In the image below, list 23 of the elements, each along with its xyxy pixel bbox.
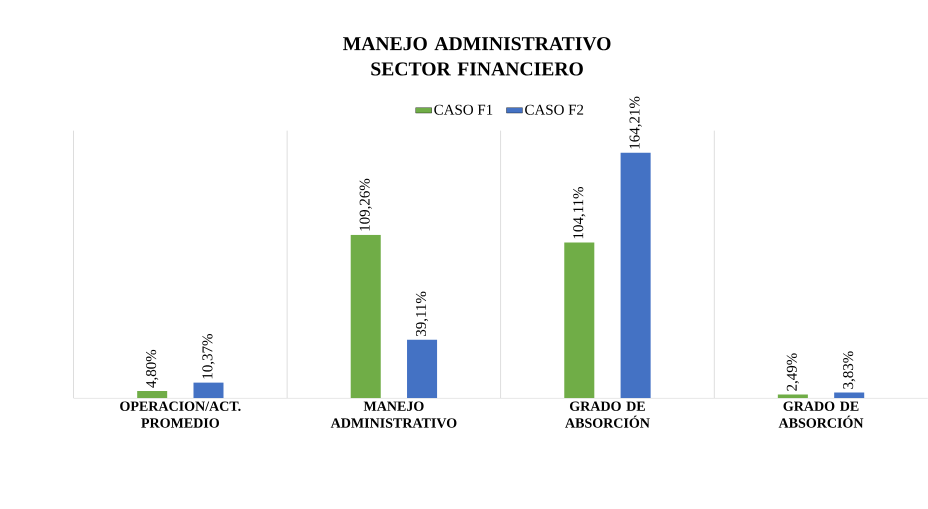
legend-label: CASO F1 (434, 104, 492, 115)
data-label: 104,11% (573, 187, 586, 238)
legend-label: CASO F2 (525, 104, 584, 115)
data-label: 39,11% (416, 292, 428, 336)
x-tick-label: MANEJO ADMINISTRATIVO (330, 402, 456, 428)
bar (564, 242, 594, 398)
x-tick-label: GRADO DE ABSORCIÓN (778, 402, 864, 428)
bar (137, 391, 168, 398)
x-tick-label: GRADO DE ABSORCIÓN (565, 402, 650, 428)
bar (350, 234, 381, 398)
data-label: 164,21% (630, 96, 642, 148)
x-tick-label: OPERACION/ACT. PROMEDIO (120, 402, 241, 428)
data-label: 109,26% (360, 178, 372, 231)
data-label: 2,49% (786, 353, 799, 391)
bar (407, 340, 438, 398)
bar (193, 382, 224, 398)
bar (834, 392, 864, 398)
data-label: 3,83% (843, 351, 856, 389)
bar (778, 394, 808, 398)
bar (620, 152, 651, 398)
chart-title: MANEJO ADMINISTRATIVO SECTOR FINANCIERO (343, 37, 610, 76)
data-label: 4,80% (146, 350, 158, 388)
data-label: 10,37% (202, 334, 215, 378)
